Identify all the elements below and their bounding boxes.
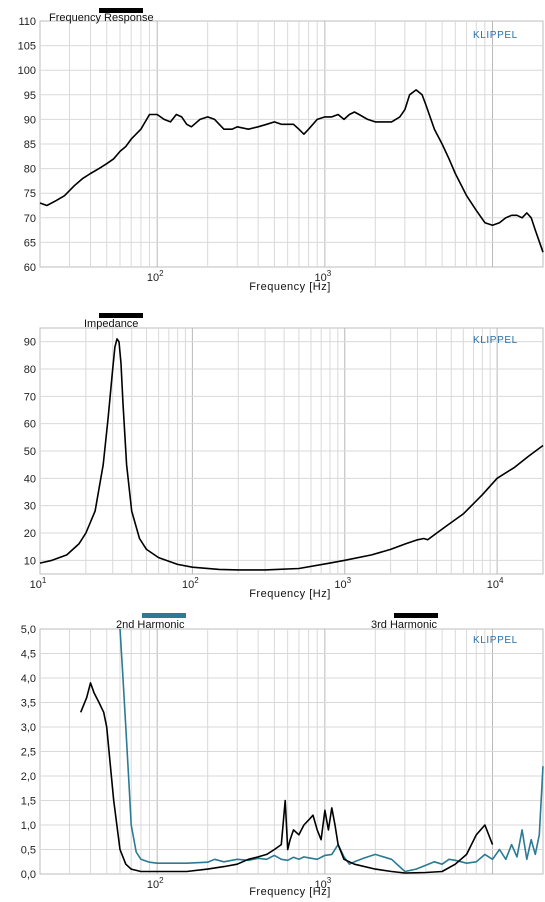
y-tick-label: 10 [24, 555, 36, 567]
x-axis-label: Frequency [Hz] [249, 281, 331, 293]
y-tick-label: 0,5 [21, 845, 36, 857]
series-line-0 [39, 89, 544, 253]
series-line-0 [39, 338, 544, 571]
y-tick-label: 4,5 [21, 649, 36, 661]
x-axis-label: Frequency [Hz] [249, 886, 331, 898]
legend-label-2nd-harmonic: 2nd Harmonic [116, 619, 185, 631]
y-tick-label: 65 [24, 237, 36, 249]
chart-title: Impedance [84, 318, 138, 330]
y-tick-label: 60 [24, 262, 36, 274]
y-tick-label: 2,0 [21, 771, 36, 783]
series [79, 628, 544, 874]
y-tick-label: 2,5 [21, 747, 36, 759]
series [39, 89, 544, 253]
y-tick-label: 85 [24, 139, 36, 151]
y-tick-label: 80 [24, 364, 36, 376]
legend-swatch [99, 8, 143, 13]
grid [40, 328, 543, 574]
y-tick-label: 90 [24, 114, 36, 126]
x-tick-label: 102 [147, 269, 164, 284]
y-tick-labels: 60 65 70 75 80 85 90 95 100 105 110 [18, 16, 36, 274]
grid [40, 629, 543, 874]
y-tick-label: 60 [24, 419, 36, 431]
y-tick-label: 30 [24, 501, 36, 513]
series-line-2nd-harmonic [119, 628, 544, 873]
legend-swatch-3rd-harmonic [394, 613, 438, 618]
y-tick-label: 90 [24, 337, 36, 349]
series [39, 338, 544, 571]
klippel-brand: KLIPPEL [473, 635, 518, 646]
y-tick-label: 1,0 [21, 820, 36, 832]
harmonic-distortion-chart: 0,00,51,01,52,02,53,03,54,04,55,0 102 103… [21, 613, 544, 898]
klippel-brand: KLIPPEL [473, 30, 518, 41]
y-tick-label: 5,0 [21, 624, 36, 636]
legend-swatch-2nd-harmonic [142, 613, 186, 618]
y-tick-label: 40 [24, 473, 36, 485]
legend-swatch [99, 313, 143, 318]
y-tick-label: 100 [18, 65, 36, 77]
y-tick-label: 50 [24, 446, 36, 458]
y-tick-label: 4,0 [21, 673, 36, 685]
y-tick-label: 3,0 [21, 722, 36, 734]
y-tick-label: 105 [18, 41, 36, 53]
y-tick-label: 3,5 [21, 698, 36, 710]
y-tick-label: 70 [24, 391, 36, 403]
klippel-brand: KLIPPEL [473, 335, 518, 346]
x-tick-label: 102 [147, 876, 164, 891]
x-axis-label: Frequency [Hz] [249, 588, 331, 600]
y-tick-label: 95 [24, 90, 36, 102]
y-tick-label: 1,5 [21, 796, 36, 808]
legend-label-3rd-harmonic: 3rd Harmonic [371, 619, 438, 631]
series-line-3rd-harmonic [79, 682, 494, 874]
y-tick-label: 0,0 [21, 869, 36, 881]
y-tick-label: 70 [24, 213, 36, 225]
x-tick-label: 101 [30, 576, 47, 591]
impedance-chart: 10 20 30 40 50 60 70 80 90 101 102 103 104 Impedanc… [24, 313, 544, 600]
x-tick-label: 104 [487, 576, 504, 591]
x-tick-label: 103 [334, 576, 351, 591]
y-tick-label: 75 [24, 188, 36, 200]
y-tick-labels: 10 20 30 40 50 60 70 80 90 [24, 337, 36, 568]
y-tick-label: 110 [18, 16, 36, 28]
y-tick-labels: 0,0 0,5 1,0 1,5 2,0 2,5 3,0 3,5 4,0 4,5 5,0 [21, 624, 36, 881]
y-tick-label: 20 [24, 528, 36, 540]
grid [40, 21, 543, 267]
x-tick-label: 102 [182, 576, 199, 591]
y-tick-label: 80 [24, 164, 36, 176]
chart-title: Frequency Response [49, 12, 154, 24]
